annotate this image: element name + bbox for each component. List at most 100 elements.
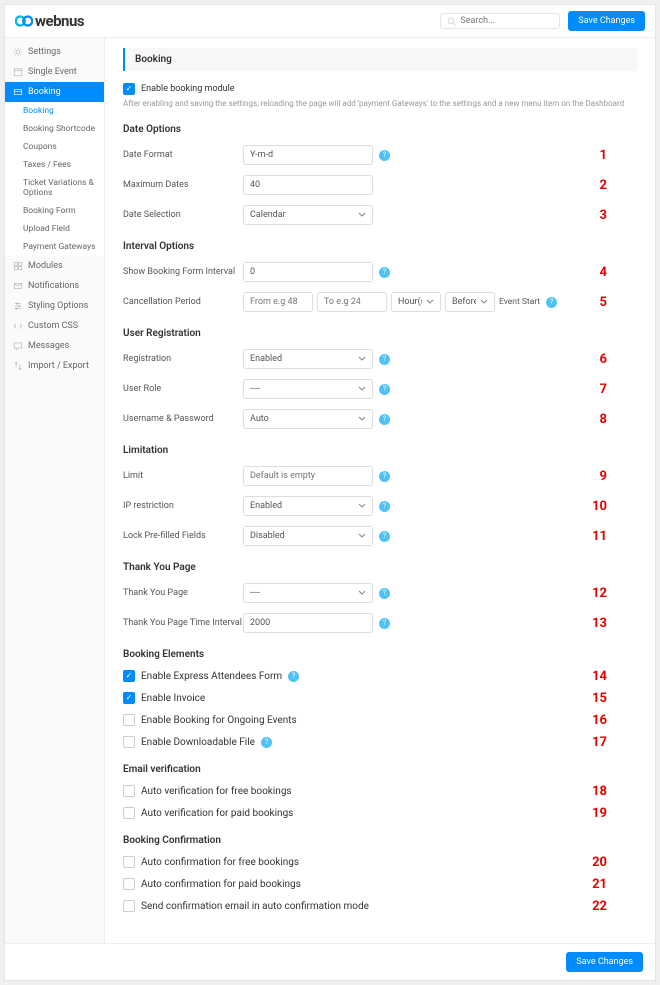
row-user-role: User Role ---- 7 (123, 379, 637, 399)
sub-ticket-var[interactable]: Ticket Variations & Options (5, 174, 104, 202)
input-cancel-to[interactable] (317, 292, 387, 312)
info-icon[interactable] (379, 267, 390, 278)
info-icon[interactable] (379, 384, 390, 395)
row-cf-email: Send confirmation email in auto confirma… (123, 900, 637, 912)
label-registration: Registration (123, 354, 243, 364)
select-username-pw[interactable]: Auto (243, 409, 373, 429)
select-lock-prefilled[interactable]: Disabled (243, 526, 373, 546)
label-max-dates: Maximum Dates (123, 180, 243, 190)
sidebar-item-custom-css[interactable]: Custom CSS (5, 316, 104, 336)
input-max-dates[interactable] (243, 175, 373, 195)
checkbox-ev-paid[interactable] (123, 807, 135, 819)
sidebar-item-booking[interactable]: Booking (5, 82, 104, 102)
info-icon[interactable] (379, 531, 390, 542)
input-cancel-from[interactable] (243, 292, 313, 312)
info-icon[interactable] (546, 297, 557, 308)
row-max-dates: Maximum Dates 2 (123, 175, 637, 195)
sub-coupons[interactable]: Coupons (5, 138, 104, 156)
row-date-selection: Date Selection Calendar 3 (123, 205, 637, 225)
select-registration[interactable]: Enabled (243, 349, 373, 369)
section-limitation: Limitation (123, 445, 637, 456)
info-icon[interactable] (379, 618, 390, 629)
sidebar-item-messages[interactable]: Messages (5, 336, 104, 356)
save-button-bottom[interactable]: Save Changes (566, 952, 643, 972)
sidebar-sub-booking: Booking Booking Shortcode Coupons Taxes … (5, 102, 104, 256)
select-ip-restrict[interactable]: Enabled (243, 496, 373, 516)
sub-booking-form[interactable]: Booking Form (5, 202, 104, 220)
search-box[interactable] (440, 13, 560, 29)
label-ty-page: Thank You Page (123, 588, 243, 598)
checkbox-el-invoice[interactable] (123, 692, 135, 704)
sidebar-item-single-event[interactable]: Single Event (5, 62, 104, 82)
label-username-pw: Username & Password (123, 414, 243, 424)
sub-upload[interactable]: Upload Field (5, 220, 104, 238)
label-cf-free: Auto confirmation for free bookings (141, 857, 299, 868)
info-icon[interactable] (379, 354, 390, 365)
checkbox-el-ongoing[interactable] (123, 714, 135, 726)
sidebar-label: Booking (28, 87, 61, 97)
sidebar-item-settings[interactable]: Settings (5, 42, 104, 62)
row-cf-paid: Auto confirmation for paid bookings 21 (123, 878, 637, 890)
row-num: 2 (600, 178, 607, 193)
label-date-selection: Date Selection (123, 210, 243, 220)
search-input[interactable] (460, 16, 550, 26)
checkbox-cf-paid[interactable] (123, 878, 135, 890)
sidebar-item-styling[interactable]: Styling Options (5, 296, 104, 316)
label-ev-free: Auto verification for free bookings (141, 786, 292, 797)
sub-taxes[interactable]: Taxes / Fees (5, 156, 104, 174)
row-ip-restrict: IP restriction Enabled 10 (123, 496, 637, 516)
label-el-invoice: Enable Invoice (141, 693, 205, 704)
row-lock-prefilled: Lock Pre-filled Fields Disabled 11 (123, 526, 637, 546)
gear-icon (13, 47, 23, 57)
info-icon[interactable] (261, 737, 272, 748)
label-lock-prefilled: Lock Pre-filled Fields (123, 531, 243, 541)
save-button-top[interactable]: Save Changes (568, 11, 645, 31)
sub-booking[interactable]: Booking (5, 102, 104, 120)
row-num: 18 (592, 784, 607, 799)
sidebar-item-import-export[interactable]: Import / Export (5, 356, 104, 376)
footer: Save Changes (5, 943, 655, 980)
sliders-icon (13, 301, 23, 311)
label-ty-interval: Thank You Page Time Interval (123, 618, 243, 628)
app-root: webnus Save Changes Settings Single Even… (4, 4, 656, 981)
sub-gateways[interactable]: Payment Gateways (5, 238, 104, 256)
select-date-selection[interactable]: Calendar (243, 205, 373, 225)
sidebar-item-modules[interactable]: Modules (5, 256, 104, 276)
select-cancel-rel[interactable]: Before (445, 292, 495, 312)
row-num: 9 (600, 469, 607, 484)
checkbox-ev-free[interactable] (123, 785, 135, 797)
checkbox-cf-email[interactable] (123, 900, 135, 912)
info-icon[interactable] (379, 150, 390, 161)
checkbox-el-download[interactable] (123, 736, 135, 748)
select-ty-page[interactable]: ---- (243, 583, 373, 603)
select-cancel-unit[interactable]: Hour(s) (391, 292, 441, 312)
info-icon[interactable] (379, 588, 390, 599)
row-ev-paid: Auto verification for paid bookings 19 (123, 807, 637, 819)
select-user-role[interactable]: ---- (243, 379, 373, 399)
input-date-format[interactable] (243, 145, 373, 165)
row-num: 19 (592, 806, 607, 821)
info-icon[interactable] (379, 414, 390, 425)
row-num: 15 (592, 691, 607, 706)
sidebar-item-notifications[interactable]: Notifications (5, 276, 104, 296)
section-email-ver: Email verification (123, 764, 637, 775)
info-icon[interactable] (288, 671, 299, 682)
sub-shortcode[interactable]: Booking Shortcode (5, 120, 104, 138)
input-ty-interval[interactable] (243, 613, 373, 633)
label-cf-paid: Auto confirmation for paid bookings (141, 879, 301, 890)
checkbox-cf-free[interactable] (123, 856, 135, 868)
row-ty-page: Thank You Page ---- 12 (123, 583, 637, 603)
row-show-interval: Show Booking Form Interval 4 (123, 262, 637, 282)
input-show-interval[interactable] (243, 262, 373, 282)
sidebar-label: Messages (28, 341, 69, 351)
row-cancel-period: Cancellation Period Hour(s) Before Event… (123, 292, 637, 312)
info-icon[interactable] (379, 501, 390, 512)
enable-booking-checkbox[interactable] (123, 83, 135, 95)
checkbox-el-express[interactable] (123, 670, 135, 682)
info-icon[interactable] (379, 471, 390, 482)
row-el-invoice: Enable Invoice 15 (123, 692, 637, 704)
label-limit: Limit (123, 471, 243, 481)
row-num: 10 (592, 499, 607, 514)
input-limit[interactable] (243, 466, 373, 486)
label-ip-restrict: IP restriction (123, 501, 243, 511)
